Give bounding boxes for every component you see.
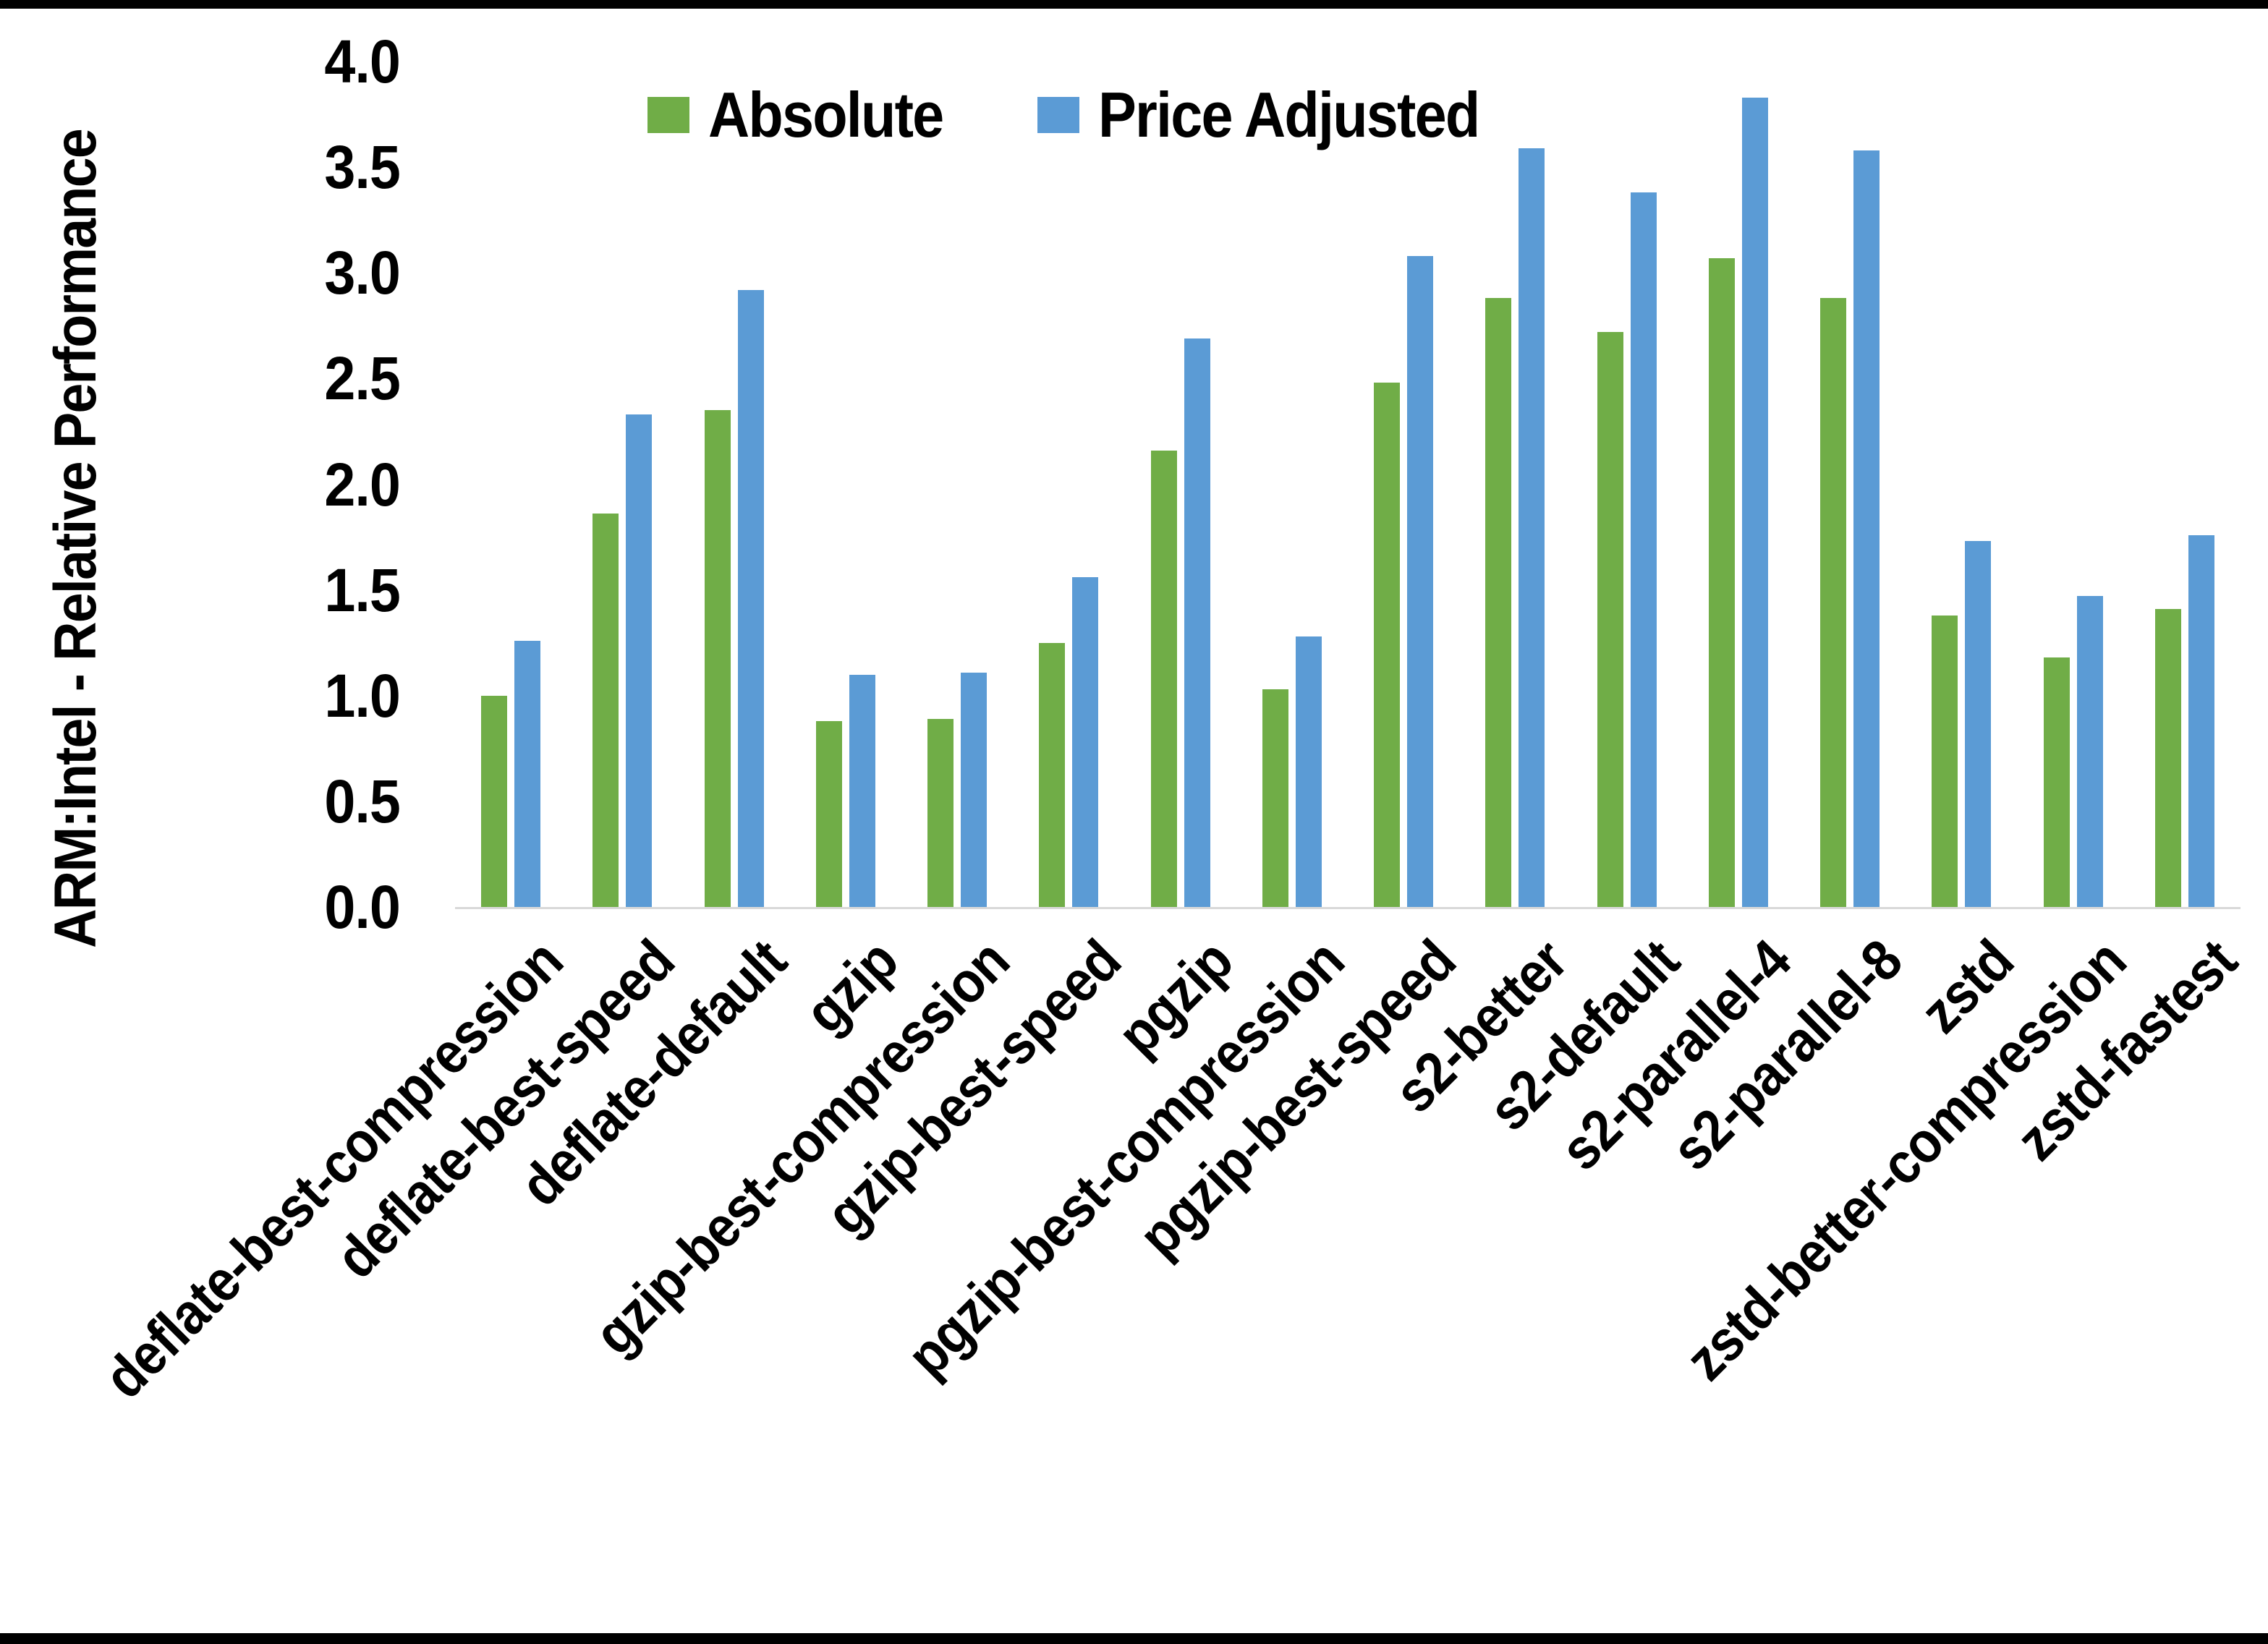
top-border — [0, 0, 2268, 9]
legend-item-absolute: Absolute — [647, 78, 969, 152]
bar-price-adjusted-zstd-fastest — [2188, 535, 2214, 907]
bar-price-adjusted-zstd — [1965, 541, 1991, 907]
bar-price-adjusted-s2-better — [1519, 148, 1545, 907]
bar-price-adjusted-gzip — [849, 675, 875, 907]
bar-absolute-pgzip-best-speed — [1374, 383, 1400, 907]
y-tick-label: 4.0 — [324, 27, 401, 95]
bar-absolute-deflate-best-compression — [481, 696, 507, 907]
legend: Absolute Price Adjusted — [647, 78, 1521, 152]
bar-price-adjusted-deflate-default — [738, 290, 764, 907]
y-tick-label: 2.0 — [324, 451, 401, 519]
legend-item-price-adjusted: Price Adjusted — [1037, 78, 1521, 152]
bar-price-adjusted-pgzip-best-compression — [1296, 636, 1322, 907]
bar-absolute-s2-default — [1597, 332, 1623, 907]
bar-price-adjusted-s2-parallel-4 — [1742, 98, 1768, 907]
y-tick-label: 3.0 — [324, 239, 401, 307]
y-tick-label: 0.5 — [324, 767, 401, 835]
y-tick-label: 1.5 — [324, 556, 401, 624]
bar-price-adjusted-zstd-better-compression — [2077, 596, 2103, 907]
bar-absolute-gzip — [816, 721, 842, 907]
bottom-border — [0, 1633, 2268, 1644]
bar-price-adjusted-gzip-best-compression — [961, 673, 987, 907]
bar-price-adjusted-gzip-best-speed — [1072, 577, 1098, 907]
bar-price-adjusted-deflate-best-speed — [626, 414, 652, 907]
legend-swatch-price-adjusted-icon — [1037, 97, 1080, 133]
bar-price-adjusted-deflate-best-compression — [514, 641, 540, 907]
legend-label-price-adjusted: Price Adjusted — [1098, 79, 1480, 150]
y-tick-label: 1.0 — [324, 662, 401, 730]
legend-swatch-absolute-icon — [647, 97, 689, 133]
legend-label-absolute: Absolute — [708, 79, 944, 150]
bar-absolute-zstd-fastest — [2155, 609, 2181, 907]
plot-area — [455, 61, 2241, 909]
y-tick-label: 3.5 — [324, 133, 401, 201]
bar-absolute-pgzip — [1151, 451, 1177, 907]
bar-price-adjusted-s2-parallel-8 — [1853, 150, 1880, 907]
bar-absolute-s2-parallel-4 — [1709, 258, 1735, 907]
x-tick-label: deflate-best-compression — [92, 927, 575, 1410]
bar-price-adjusted-s2-default — [1631, 192, 1657, 907]
bar-absolute-s2-better — [1485, 298, 1511, 907]
bar-absolute-deflate-best-speed — [593, 514, 619, 907]
y-tick-label: 2.5 — [324, 344, 401, 412]
bar-absolute-zstd — [1932, 616, 1958, 907]
bar-price-adjusted-pgzip-best-speed — [1407, 256, 1433, 907]
bar-absolute-zstd-better-compression — [2044, 657, 2070, 907]
bar-absolute-deflate-default — [705, 410, 731, 907]
y-tick-label: 0.0 — [324, 873, 401, 941]
bar-absolute-s2-parallel-8 — [1820, 298, 1846, 907]
bar-price-adjusted-pgzip — [1184, 338, 1210, 907]
bar-absolute-gzip-best-speed — [1039, 643, 1065, 907]
bar-absolute-pgzip-best-compression — [1262, 689, 1288, 907]
bar-absolute-gzip-best-compression — [927, 719, 954, 907]
